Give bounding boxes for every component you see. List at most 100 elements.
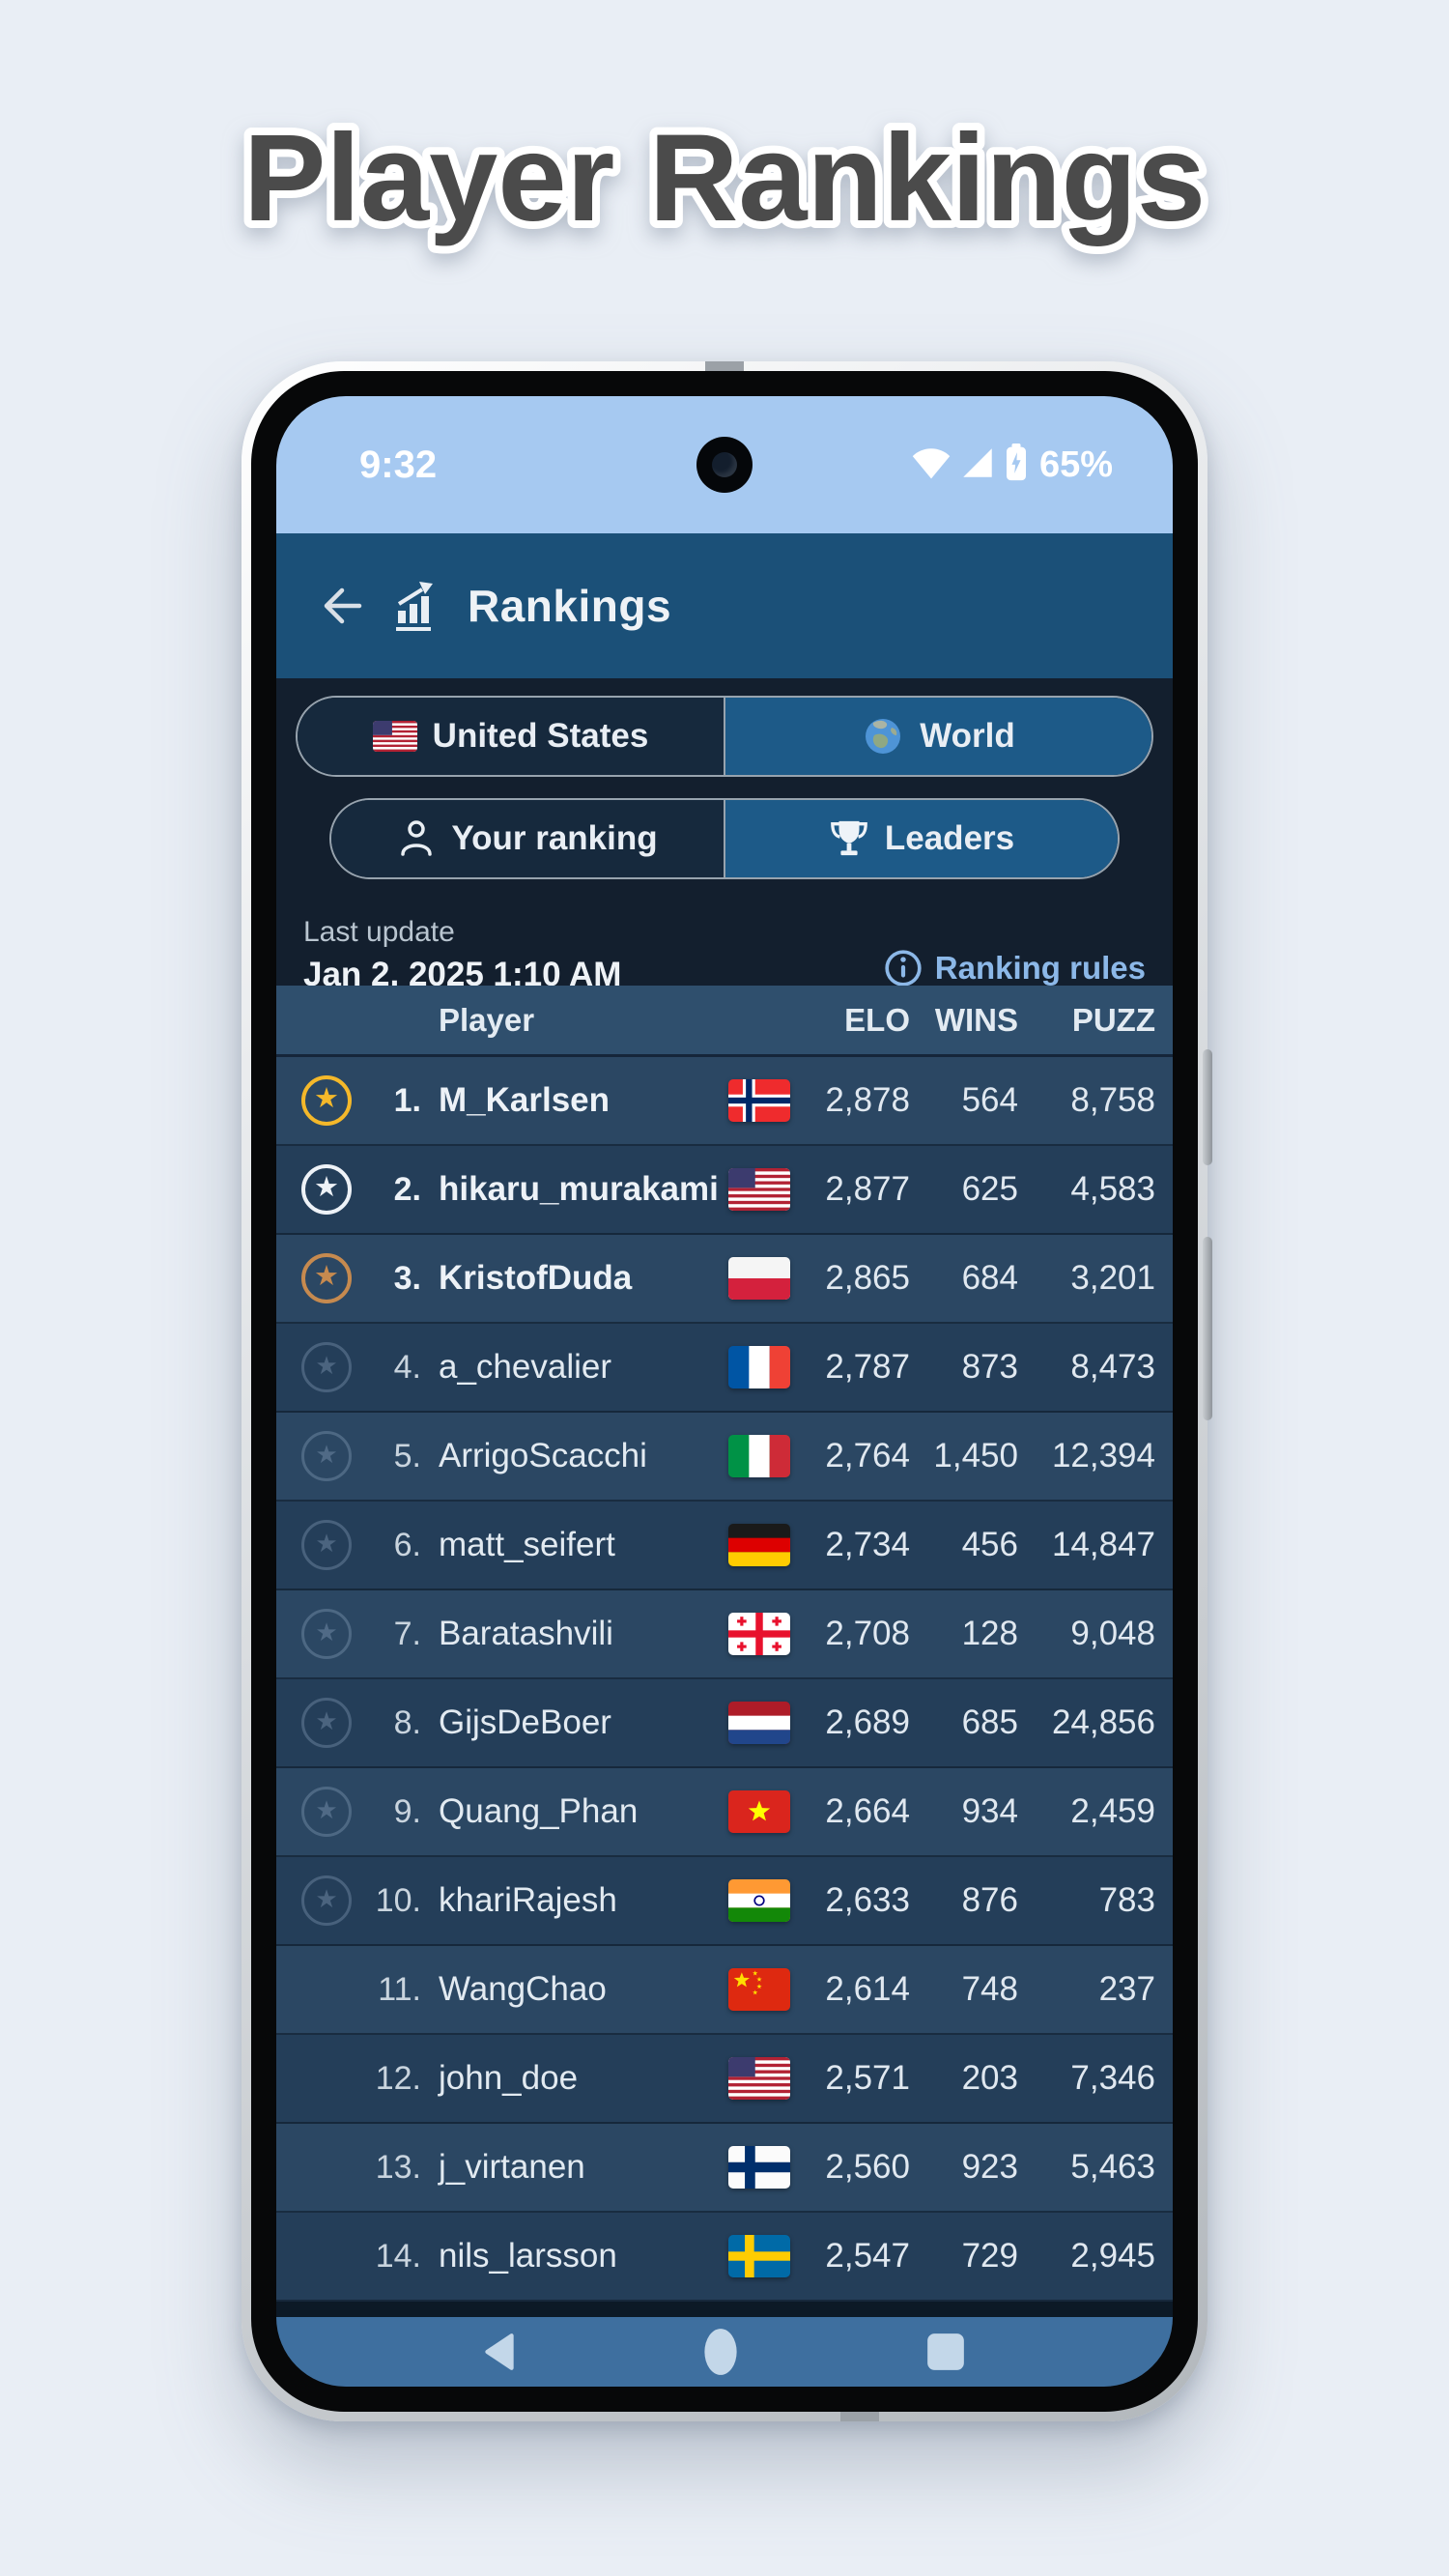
player-wins: 203: [961, 2059, 1018, 2097]
player-name: Baratashvili: [439, 1615, 613, 1652]
se-country-flag-icon: [723, 2235, 796, 2277]
player-rank: 3.: [393, 1259, 421, 1297]
medal-star-icon: ★: [301, 1342, 352, 1392]
info-icon: [883, 948, 923, 988]
back-arrow-button[interactable]: [319, 583, 365, 629]
us-country-flag-icon: [723, 1168, 796, 1211]
medal-cell: ★: [301, 1253, 365, 1303]
toggle-your-ranking[interactable]: Your ranking: [331, 800, 724, 877]
player-wins: 684: [961, 1259, 1018, 1297]
player-wins: 876: [961, 1881, 1018, 1919]
update-row: Last update Jan 2, 2025 1:10 AM Ranking …: [296, 901, 1153, 994]
phone-mockup: 9:32 65% Rankings: [242, 361, 1212, 2421]
globe-icon: [862, 715, 904, 758]
medal-star-icon: ★: [301, 1609, 352, 1659]
table-row[interactable]: ★ 1. M_Karlsen 2,878 564 8,758: [276, 1057, 1173, 1146]
nav-home-button[interactable]: [700, 2326, 741, 2378]
player-rank: 13.: [375, 2148, 421, 2186]
ranking-rules-link[interactable]: Ranking rules: [883, 948, 1146, 994]
player-wins: 685: [961, 1703, 1018, 1741]
player-elo: 2,865: [825, 1259, 910, 1297]
player-name: nils_larsson: [439, 2237, 617, 2275]
player-rank: 11.: [378, 1970, 421, 2008]
player-rank: 12.: [375, 2059, 421, 2097]
table-row[interactable]: ★ 4. a_chevalier 2,787 873 8,473: [276, 1324, 1173, 1413]
rankings-chart-icon: [390, 580, 442, 632]
table-row[interactable]: ★ 9. Quang_Phan 2,664 934 2,459: [276, 1768, 1173, 1857]
table-row[interactable]: ★ 11. WangChao 2,614 748 237: [276, 1946, 1173, 2035]
table-row[interactable]: ★ 10. khariRajesh 2,633 876 783: [276, 1857, 1173, 1946]
player-wins: 456: [961, 1526, 1018, 1563]
de-country-flag-icon: [723, 1524, 796, 1566]
player-wins: 564: [961, 1081, 1018, 1119]
medal-cell: ★: [301, 1875, 365, 1926]
toggle-united-states[interactable]: United States: [298, 698, 724, 775]
table-row[interactable]: ★ 5. ArrigoScacchi 2,764 1,450 12,394: [276, 1413, 1173, 1502]
player-rank: 7.: [393, 1615, 421, 1652]
us-country-flag-icon: [723, 2057, 796, 2100]
camera-punch-hole: [696, 437, 753, 493]
table-row[interactable]: ★ 8. GijsDeBoer 2,689 685 24,856: [276, 1679, 1173, 1768]
player-puzz: 9,048: [1070, 1615, 1155, 1652]
table-row[interactable]: ★ 7. Baratashvili 2,708 128 9,048: [276, 1590, 1173, 1679]
table-header: Player ELO WINS PUZZ: [276, 986, 1173, 1057]
player-puzz: 5,463: [1070, 2148, 1155, 2186]
table-row[interactable]: ★ 2. hikaru_murakami 2,877 625 4,583: [276, 1146, 1173, 1235]
table-row[interactable]: ★ 14. nils_larsson 2,547 729 2,945: [276, 2213, 1173, 2302]
medal-cell: ★: [301, 1164, 365, 1215]
player-puzz: 8,473: [1070, 1348, 1155, 1386]
last-update-block: Last update Jan 2, 2025 1:10 AM: [303, 916, 621, 994]
table-row[interactable]: ★ 13. j_virtanen 2,560 923 5,463: [276, 2124, 1173, 2213]
status-time: 9:32: [359, 443, 438, 486]
player-rank: 14.: [375, 2237, 421, 2275]
page-title-text: Player Rankings: [243, 109, 1206, 247]
player-name: GijsDeBoer: [439, 1703, 611, 1741]
medal-cell: ★: [301, 1698, 365, 1748]
antenna-line-bottom: [840, 2412, 879, 2421]
player-puzz: 14,847: [1051, 1526, 1155, 1563]
nav-recents-button[interactable]: [924, 2331, 967, 2373]
last-update-label: Last update: [303, 916, 455, 948]
toggle-world[interactable]: World: [724, 698, 1151, 775]
status-bar: 9:32 65%: [276, 396, 1173, 533]
player-name: khariRajesh: [439, 1881, 617, 1919]
wifi-icon: [912, 445, 951, 485]
toggle-united-states-label: United States: [432, 717, 649, 755]
medal-cell: ★: [301, 1431, 365, 1481]
medal-cell: ★: [301, 2142, 365, 2192]
view-toggle: Your ranking Leaders: [329, 798, 1120, 879]
pl-country-flag-icon: [723, 1257, 796, 1300]
nl-country-flag-icon: [723, 1702, 796, 1744]
page-title: Player Rankings: [236, 101, 1213, 255]
player-rank: 6.: [393, 1526, 421, 1563]
toggle-your-ranking-label: Your ranking: [451, 819, 658, 857]
player-wins: 923: [961, 2148, 1018, 2186]
player-puzz: 783: [1098, 1881, 1155, 1919]
player-puzz: 4,583: [1070, 1170, 1155, 1208]
header-puzz: PUZZ: [1071, 1001, 1155, 1038]
medal-star-icon: ★: [301, 1075, 352, 1126]
signal-icon: [960, 445, 995, 485]
android-nav-bar: [276, 2304, 1173, 2387]
medal-cell: ★: [301, 1520, 365, 1570]
table-row[interactable]: ★ 3. KristofDuda 2,865 684 3,201: [276, 1235, 1173, 1324]
player-wins: 128: [961, 1615, 1018, 1652]
medal-star-icon: ★: [301, 1431, 352, 1481]
medal-cell: ★: [301, 1075, 365, 1126]
table-row[interactable]: ★ 6. matt_seifert 2,734 456 14,847: [276, 1502, 1173, 1590]
table-row[interactable]: ★ 12. john_doe 2,571 203 7,346: [276, 2035, 1173, 2124]
player-puzz: 7,346: [1070, 2059, 1155, 2097]
player-puzz: 2,459: [1070, 1792, 1155, 1830]
player-rank: 10.: [375, 1881, 421, 1919]
toggle-leaders[interactable]: Leaders: [724, 800, 1118, 877]
trophy-icon: [829, 817, 869, 860]
player-rank: 8.: [393, 1703, 421, 1741]
player-name: hikaru_murakami: [439, 1170, 719, 1208]
nav-back-button[interactable]: [482, 2331, 517, 2373]
toggle-world-label: World: [920, 717, 1015, 755]
player-wins: 934: [961, 1792, 1018, 1830]
medal-star-icon: ★: [301, 1253, 352, 1303]
status-icons: 65%: [912, 443, 1113, 487]
player-wins: 1,450: [933, 1437, 1018, 1474]
player-name: WangChao: [439, 1970, 607, 2008]
